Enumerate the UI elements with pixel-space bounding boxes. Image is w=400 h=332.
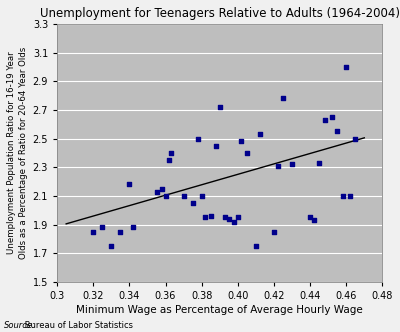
Point — [238, 139, 245, 144]
Point — [256, 131, 263, 137]
Point — [159, 186, 165, 191]
Point — [190, 201, 196, 206]
Point — [226, 216, 232, 221]
Point — [90, 229, 96, 234]
Point — [244, 150, 250, 156]
Title: Unemployment for Teenagers Relative to Adults (1964-2004): Unemployment for Teenagers Relative to A… — [40, 7, 400, 20]
Point — [222, 215, 228, 220]
Point — [208, 213, 214, 218]
Point — [340, 193, 346, 199]
Point — [316, 160, 322, 166]
Point — [153, 189, 160, 194]
Point — [271, 229, 277, 234]
Point — [213, 143, 219, 148]
Point — [310, 217, 317, 223]
Point — [334, 129, 340, 134]
Point — [108, 243, 114, 249]
Point — [343, 64, 350, 69]
Point — [321, 117, 328, 123]
Point — [328, 115, 335, 120]
Point — [216, 104, 223, 110]
Point — [168, 150, 174, 156]
Text: Bureau of Labor Statistics: Bureau of Labor Statistics — [22, 321, 133, 330]
Point — [253, 243, 259, 249]
Point — [347, 193, 353, 199]
Point — [307, 215, 313, 220]
Point — [99, 225, 106, 230]
Point — [130, 225, 136, 230]
Point — [280, 96, 286, 101]
Point — [352, 136, 358, 141]
Point — [231, 219, 238, 224]
Point — [198, 193, 205, 199]
Point — [274, 163, 281, 168]
Point — [235, 215, 241, 220]
Text: Source:: Source: — [4, 321, 36, 330]
Point — [162, 193, 169, 199]
Y-axis label: Unemployment Population Ratio for 16-19 Year
Olds as a Percentage of Ratio for 2: Unemployment Population Ratio for 16-19 … — [7, 47, 28, 259]
Point — [126, 182, 133, 187]
Point — [289, 162, 295, 167]
Point — [166, 157, 172, 163]
X-axis label: Minimum Wage as Percentage of Average Hourly Wage: Minimum Wage as Percentage of Average Ho… — [76, 305, 363, 315]
Point — [117, 229, 124, 234]
Point — [195, 136, 201, 141]
Point — [202, 215, 208, 220]
Point — [180, 193, 187, 199]
